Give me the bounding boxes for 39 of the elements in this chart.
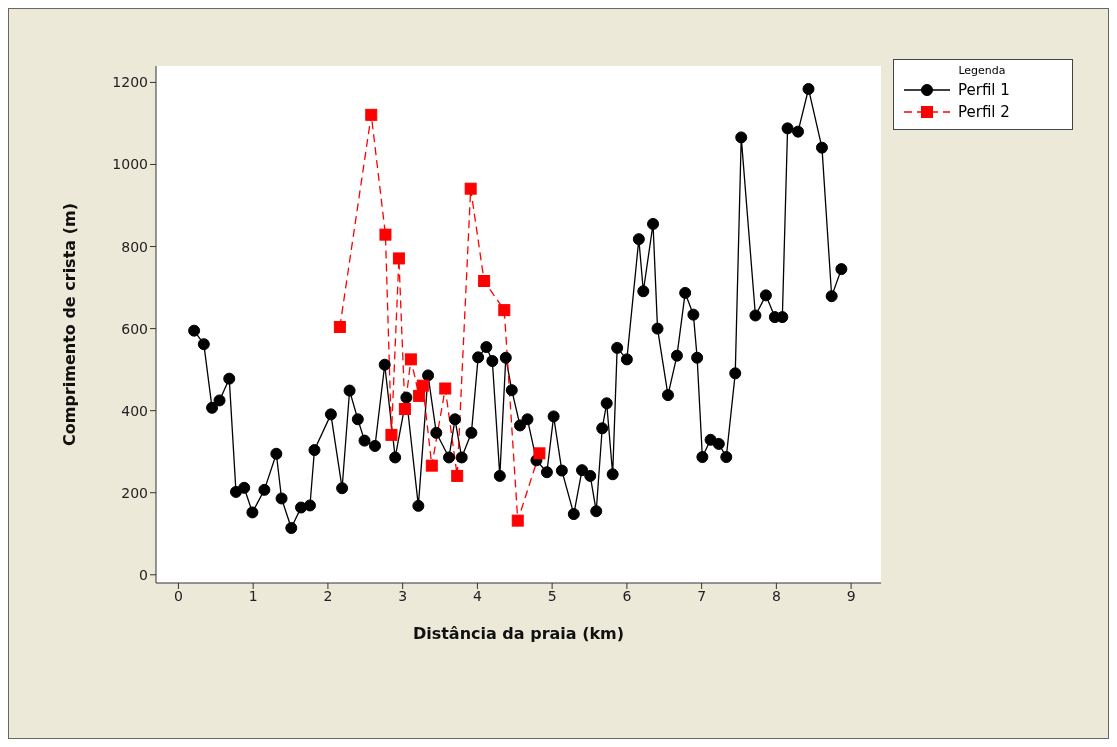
point xyxy=(379,228,392,241)
point xyxy=(333,320,346,333)
y-axis-title: Comprimento de crista (m) xyxy=(59,203,79,446)
point xyxy=(478,275,491,288)
y-tick-label: 600 xyxy=(121,320,148,337)
x-tick-label: 3 xyxy=(398,587,408,604)
x-axis-title: Distância da praia (km) xyxy=(412,624,625,643)
point xyxy=(425,459,438,472)
point xyxy=(385,428,398,441)
point xyxy=(439,382,452,395)
x-tick-label: 2 xyxy=(323,587,333,604)
legend-title: Legenda xyxy=(957,64,1007,77)
point xyxy=(451,469,464,482)
y-tick-label: 0 xyxy=(139,566,148,583)
y-tick-label: 200 xyxy=(121,484,148,501)
point xyxy=(498,304,511,317)
x-tick-label: 5 xyxy=(547,587,557,604)
legend-label: Perfil 2 xyxy=(958,103,1010,121)
y-tick-label: 1000 xyxy=(112,156,148,173)
y-tick-label: 400 xyxy=(121,402,148,419)
point xyxy=(464,182,477,195)
point xyxy=(365,108,378,121)
point xyxy=(392,252,405,265)
x-tick-label: 0 xyxy=(173,587,183,604)
x-tick-label: 7 xyxy=(697,587,707,604)
x-tick-label: 8 xyxy=(771,587,781,604)
y-tick-label: 800 xyxy=(121,238,148,255)
x-tick-label: 4 xyxy=(472,587,482,604)
point xyxy=(533,447,546,460)
x-tick-label: 6 xyxy=(622,587,632,604)
y-tick-label: 1200 xyxy=(112,74,148,91)
legend-label: Perfil 1 xyxy=(958,81,1010,99)
x-tick-label: 1 xyxy=(248,587,258,604)
x-tick-label: 9 xyxy=(846,587,856,604)
point xyxy=(413,389,426,402)
point xyxy=(404,353,417,366)
point xyxy=(398,403,411,416)
point xyxy=(511,514,524,527)
point xyxy=(416,379,429,392)
